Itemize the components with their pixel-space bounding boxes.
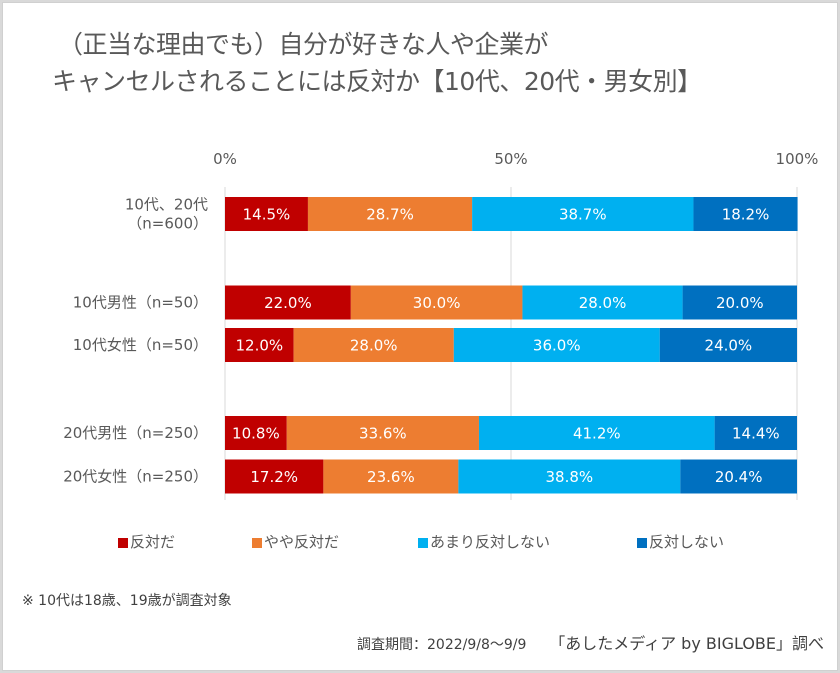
legend-item: やや反対だ bbox=[252, 531, 339, 552]
bar-segment bbox=[323, 459, 459, 494]
legend-label: 反対だ bbox=[130, 533, 176, 551]
bar-segment bbox=[225, 285, 351, 320]
category-label: 10代女性（n=50） bbox=[73, 336, 208, 354]
bar-segment bbox=[478, 416, 715, 450]
bar-segment bbox=[472, 197, 694, 231]
footnote: ※ 10代は18歳、19歳が調査対象 bbox=[22, 593, 232, 609]
legend-swatch bbox=[252, 538, 262, 548]
category-label: 10代、20代 bbox=[125, 196, 208, 214]
bar-value-label: 28.0% bbox=[579, 294, 627, 312]
bar-value-label: 38.8% bbox=[546, 468, 594, 486]
bar-segment bbox=[350, 285, 523, 320]
bar-segment bbox=[293, 328, 454, 362]
chart-title-line-2: キャンセルされることには反対か【10代、20代・男女別】 bbox=[52, 67, 702, 96]
legend: 反対だ やや反対だ あまり反対しない 反対しない bbox=[0, 531, 840, 555]
bar-value-label: 10.8% bbox=[232, 425, 280, 443]
bar-segment bbox=[225, 197, 308, 231]
legend-swatch bbox=[118, 538, 128, 548]
bar-segment bbox=[225, 459, 324, 494]
survey-period: 調査期間：2022/9/8～9/9 bbox=[357, 637, 527, 653]
bar-value-label: 14.5% bbox=[243, 206, 291, 224]
bar-value-label: 20.0% bbox=[716, 294, 764, 312]
legend-swatch bbox=[418, 538, 428, 548]
bar-value-label: 14.4% bbox=[732, 425, 780, 443]
chart-title-line-1: （正当な理由でも）自分が好きな人や企業が bbox=[58, 30, 549, 59]
source-line: 調査期間：2022/9/8～9/9 「あしたメディア by BIGLOBE」調べ bbox=[357, 630, 824, 654]
x-tick-label: 0% bbox=[213, 150, 237, 168]
bar-segment bbox=[659, 328, 797, 362]
bar-segment bbox=[682, 285, 797, 320]
bar-segment bbox=[225, 416, 287, 450]
category-label: 10代男性（n=50） bbox=[73, 294, 208, 312]
bar-segment bbox=[225, 328, 294, 362]
legend-swatch bbox=[637, 538, 647, 548]
bar-value-label: 30.0% bbox=[413, 294, 461, 312]
category-labels: 10代、20代（n=600） 10代男性（n=50） 10代女性（n=50） 20代男… bbox=[63, 196, 208, 486]
bars: 14.5% 28.7% 38.7% 18.2% 22.0% 30.0% 28.0% 20.0%… bbox=[225, 197, 798, 494]
source-credit: 「あしたメディア by BIGLOBE」調べ bbox=[549, 634, 824, 653]
bar-segment bbox=[680, 459, 797, 494]
legend-label: 反対しない bbox=[649, 533, 725, 551]
bar-value-label: 41.2% bbox=[573, 425, 621, 443]
bar-value-label: 38.7% bbox=[559, 206, 607, 224]
legend-item: 反対だ bbox=[118, 531, 175, 552]
x-tick-label: 100% bbox=[776, 150, 819, 168]
bar-value-label: 12.0% bbox=[235, 337, 283, 355]
bar-value-label: 17.2% bbox=[250, 468, 298, 486]
bar-value-label: 36.0% bbox=[533, 337, 581, 355]
x-axis-ticks: 0% 50% 100% bbox=[213, 150, 818, 168]
category-label: 20代女性（n=250） bbox=[63, 468, 208, 486]
legend-item: あまり反対しない bbox=[418, 531, 550, 552]
bar-segment bbox=[522, 285, 683, 320]
bar-value-label: 28.0% bbox=[350, 337, 398, 355]
category-label: 20代男性（n=250） bbox=[63, 424, 208, 442]
bar-segment bbox=[714, 416, 797, 450]
category-label: （n=600） bbox=[127, 215, 208, 233]
bar-value-label: 24.0% bbox=[705, 337, 753, 355]
bar-segment bbox=[693, 197, 798, 231]
bar-segment bbox=[307, 197, 473, 231]
bar-value-label: 20.4% bbox=[715, 468, 763, 486]
legend-item: 反対しない bbox=[637, 531, 724, 552]
bar-segment bbox=[286, 416, 479, 450]
bar-value-label: 28.7% bbox=[366, 206, 414, 224]
bar-value-label: 22.0% bbox=[264, 294, 312, 312]
legend-label: やや反対だ bbox=[264, 533, 340, 551]
bar-value-label: 33.6% bbox=[359, 425, 407, 443]
bar-value-label: 23.6% bbox=[367, 468, 415, 486]
bar-value-label: 18.2% bbox=[722, 206, 770, 224]
legend-label: あまり反対しない bbox=[430, 533, 551, 551]
bar-segment bbox=[453, 328, 660, 362]
bar-segment bbox=[458, 459, 681, 494]
x-tick-label: 50% bbox=[494, 150, 527, 168]
